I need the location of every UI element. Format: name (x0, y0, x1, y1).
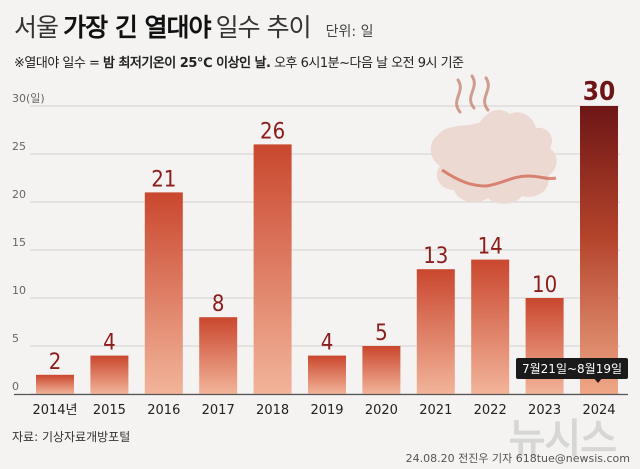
bar-2023 (525, 298, 564, 394)
watermark-logo: 뉴시스 (508, 416, 617, 462)
x-tick-label: 2018 (256, 403, 289, 418)
note-bold: 밤 최저기온이 25℃ 이상인 날. (102, 56, 271, 71)
data-label: 21 (151, 167, 176, 192)
data-label: 4 (321, 331, 334, 356)
bar-2016 (144, 192, 183, 394)
data-label: 4 (103, 331, 116, 356)
byline-text: 24.08.20 전진우 기자 618tue@newsis.com (405, 452, 630, 465)
bar-2022 (471, 259, 510, 394)
x-tick-label: 2019 (310, 403, 343, 418)
x-tick-label: 2015 (93, 403, 126, 418)
y-tick-label: 5 (12, 332, 19, 345)
bar-2024 (580, 106, 618, 394)
data-label: 10 (532, 273, 557, 298)
chart-title: 서울 가장 긴 열대야 일수 추이 단위: 일 (14, 8, 373, 44)
labels-layer: 2 4 21 8 26 4 5 13 14 10 30 (49, 77, 616, 375)
x-tick-label: 2021 (419, 403, 452, 418)
x-tick-label: 2014년 (32, 403, 77, 418)
data-label: 13 (423, 244, 448, 269)
data-label: 2 (49, 350, 62, 375)
x-tick-label: 2022 (474, 403, 507, 418)
bar-2018 (253, 144, 292, 394)
bar-2015 (90, 355, 129, 394)
y-tick-label: 15 (12, 236, 26, 249)
y-tick-label: 20 (12, 188, 26, 201)
y-tick-label: 25 (12, 140, 26, 153)
y-tick-label: 0 (12, 380, 19, 393)
y-tick-label: 10 (12, 284, 26, 297)
title-part-1: 서울 (14, 13, 59, 42)
period-arrow-icon (593, 377, 603, 383)
title-part-2: 가장 긴 열대야 (63, 13, 211, 42)
x-tick-label: 2016 (147, 403, 180, 418)
bar-2021 (416, 269, 455, 394)
x-tick-label: 2024 (582, 403, 615, 418)
note-prefix: ※열대야 일수 = (14, 56, 103, 71)
x-tick-label: 2020 (365, 403, 398, 418)
bar-2020 (362, 346, 401, 394)
data-label: 8 (212, 292, 225, 317)
definition-note: ※열대야 일수 = 밤 최저기온이 25℃ 이상인 날. 오후 6시1분~다음 … (14, 52, 464, 71)
data-label: 30 (583, 77, 616, 107)
data-label: 26 (260, 119, 285, 144)
bar-2014년 (36, 374, 74, 394)
source-text: 자료: 기상자료개방포털 (12, 430, 131, 444)
note-suffix: 오후 6시1분~다음 날 오전 9시 기준 (270, 56, 464, 71)
unit-label: 단위: 일 (325, 24, 374, 40)
data-label: 5 (375, 321, 388, 346)
seoul-map-icon (430, 74, 557, 204)
x-tick-label: 2023 (528, 403, 561, 418)
x-tick-label: 2017 (202, 403, 235, 418)
data-label: 14 (478, 235, 503, 260)
bar-2019 (308, 355, 346, 394)
period-label: 7월21일~8월19일 (516, 358, 629, 379)
bar-2017 (199, 317, 238, 394)
title-part-3: 일수 추이 (215, 13, 312, 42)
x-axis-layer: 2014년 2015 2016 2017 2018 2019 2020 2021 2022 202… (14, 393, 628, 418)
y-tick-label: 30(일) (12, 91, 45, 105)
